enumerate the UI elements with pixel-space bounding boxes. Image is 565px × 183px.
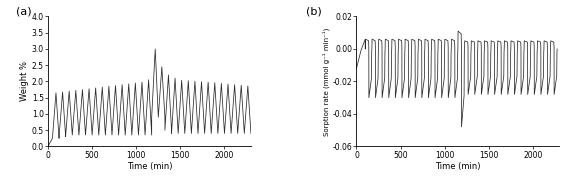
Y-axis label: Weight %: Weight % (20, 61, 29, 101)
X-axis label: Time (min): Time (min) (435, 162, 481, 171)
X-axis label: Time (min): Time (min) (127, 162, 172, 171)
Text: (a): (a) (16, 6, 31, 16)
Y-axis label: Sorption rate (mmol g⁻¹ min⁻¹): Sorption rate (mmol g⁻¹ min⁻¹) (322, 27, 330, 136)
Text: (b): (b) (306, 6, 321, 16)
